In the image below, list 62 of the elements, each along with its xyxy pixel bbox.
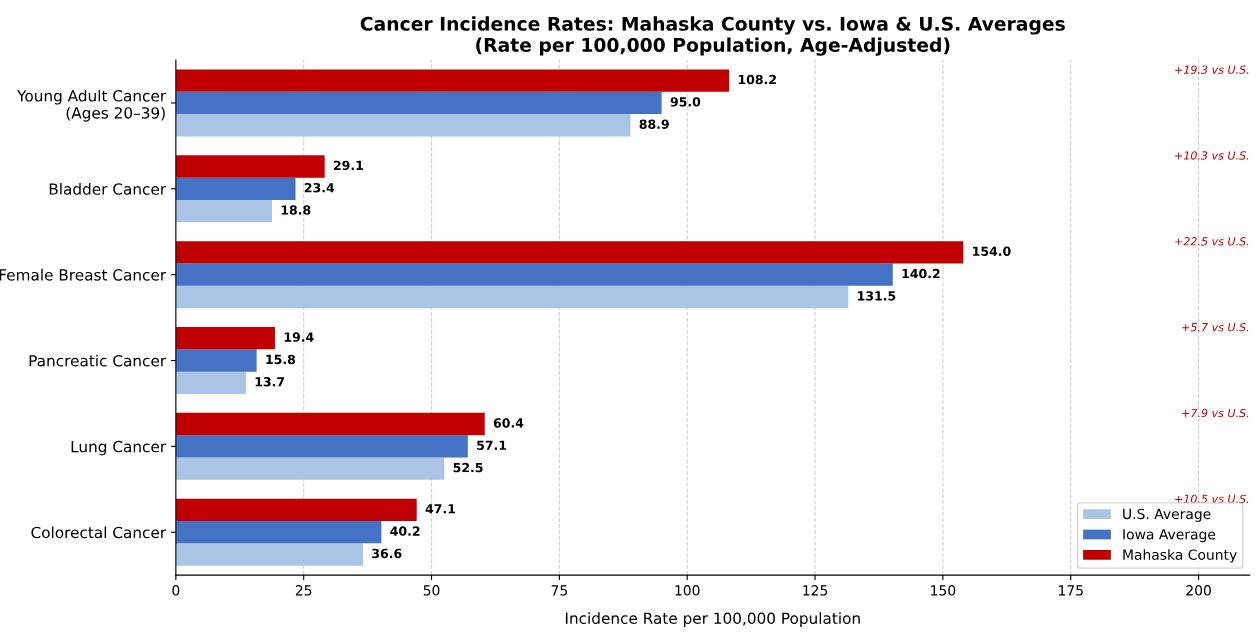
y-tick-label: Young Adult Cancer (Ages 20–39): [17, 89, 167, 122]
bar: [175, 69, 730, 92]
bar: [175, 457, 445, 480]
x-tick-label: 200: [1186, 585, 1211, 596]
bar: [175, 435, 468, 458]
bar: [175, 263, 893, 286]
y-tick-label: Lung Cancer: [71, 440, 167, 456]
x-tick-label: 50: [423, 585, 440, 596]
data-label: 13.7: [255, 377, 285, 387]
data-label: 47.1: [425, 504, 456, 514]
data-label: 88.9: [639, 119, 669, 129]
bar: [175, 349, 257, 372]
x-tick-label: 0: [172, 585, 180, 596]
data-label: 40.2: [390, 526, 420, 536]
annotation: +5.7 vs U.S.: [1182, 322, 1249, 332]
y-tick-label: Colorectal Cancer: [31, 526, 167, 539]
x-tick-label: 75: [551, 585, 567, 596]
bar: [175, 327, 276, 350]
data-label: 23.4: [304, 182, 335, 193]
x-axis-title: Incidence Rate per 100,000 Population: [565, 612, 860, 627]
data-label: 60.4: [493, 418, 524, 428]
data-label: 19.4: [284, 332, 314, 342]
annotation: +10.3 vs U.S.: [1175, 151, 1249, 160]
bar: [175, 199, 272, 223]
data-label: 140.2: [902, 268, 940, 279]
x-tick-label: 25: [295, 585, 312, 596]
y-tick-label: Female Breast Cancer: [0, 268, 167, 281]
data-label: 18.8: [281, 205, 311, 215]
y-tick-label: Pancreatic Cancer: [29, 354, 167, 367]
x-tick-label: 100: [675, 585, 700, 596]
bar: [175, 241, 964, 264]
legend-label: Iowa Average: [1123, 529, 1216, 543]
annotation: +7.9 vs U.S.: [1182, 408, 1249, 418]
data-label: 57.1: [477, 440, 507, 450]
data-label: 95.0: [670, 97, 701, 107]
bar: [175, 371, 246, 394]
y-tick-label: Bladder Cancer: [49, 183, 167, 195]
legend-label: U.S. Average: [1123, 508, 1211, 522]
annotation: +10.5 vs U.S.: [1175, 494, 1249, 504]
bar: [175, 521, 382, 544]
bar: [175, 498, 417, 522]
bar: [175, 285, 849, 309]
data-label: 52.5: [453, 462, 483, 473]
data-label: 154.0: [973, 246, 1011, 256]
bar: [175, 177, 296, 200]
bar: [175, 412, 485, 436]
x-tick-label: 150: [931, 585, 956, 596]
annotation: +19.3 vs U.S.: [1175, 65, 1249, 74]
data-label: 108.2: [738, 74, 776, 85]
data-label: 131.5: [858, 291, 896, 301]
bar: [175, 114, 631, 137]
legend-label: Mahaska County: [1123, 549, 1237, 563]
bar: [175, 91, 662, 115]
bar: [175, 155, 325, 178]
bar: [175, 543, 363, 566]
x-tick-label: 175: [1059, 585, 1083, 596]
chart-title: Cancer Incidence Rates: Mahaska County vs. Iowa & U.S. Averages (Rate per 100,000 Population, Age-Adjusted): [360, 16, 1065, 56]
annotation: +22.5 vs U.S.: [1175, 237, 1249, 246]
data-label: 29.1: [333, 160, 363, 171]
data-label: 15.8: [266, 354, 296, 365]
data-label: 36.6: [372, 548, 402, 559]
x-tick-label: 125: [803, 585, 828, 596]
